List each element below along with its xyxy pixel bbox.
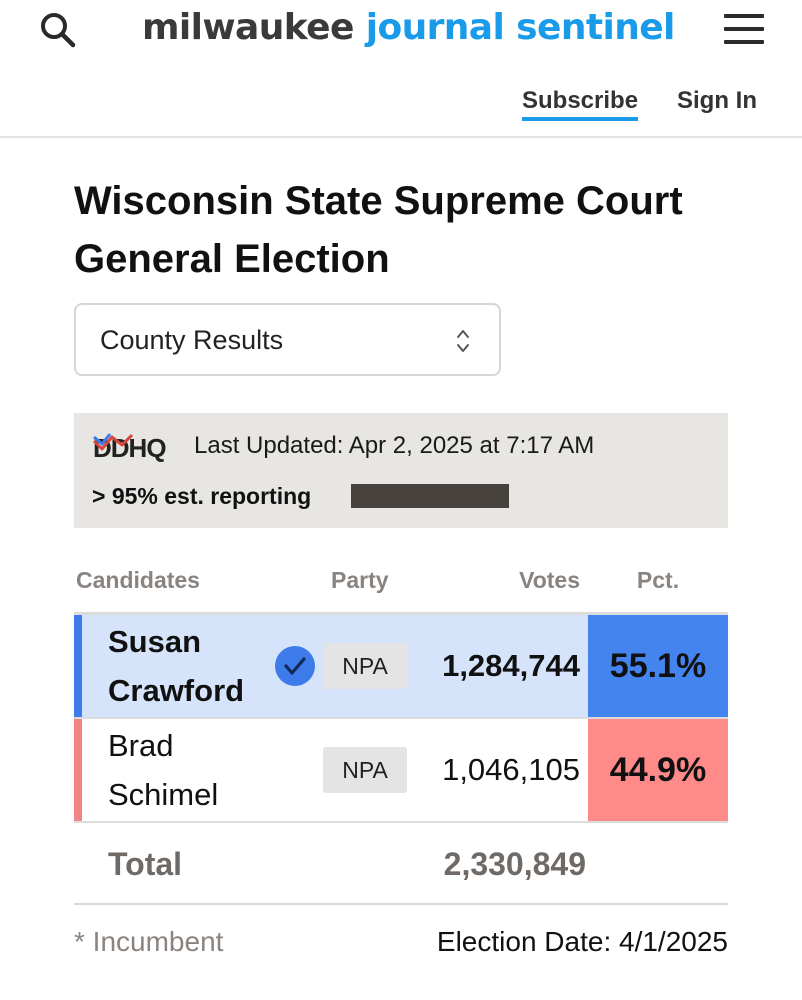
candidate-color-bar <box>74 615 82 717</box>
logo-text-secondary: journal sentinel <box>365 7 676 48</box>
candidate-pct: 44.9% <box>588 719 728 821</box>
menu-bar <box>724 27 764 31</box>
candidate-row: Brad Schimel NPA 1,046,105 44.9% <box>74 719 728 821</box>
menu-bar <box>724 14 764 18</box>
hamburger-menu-icon[interactable] <box>724 14 764 44</box>
incumbent-note: * Incumbent <box>74 926 224 957</box>
reporting-progress-fill <box>351 484 509 508</box>
site-header: milwaukee journal sentinel Subscribe Sig… <box>0 0 802 138</box>
table-divider <box>74 612 728 615</box>
subscribe-link[interactable]: Subscribe <box>522 86 638 121</box>
candidate-name: Susan Crawford <box>108 617 288 715</box>
candidate-votes: 1,284,744 <box>442 648 580 683</box>
last-updated-text: Last Updated: Apr 2, 2025 at 7:17 AM <box>194 432 595 459</box>
candidate-last-name: Crawford <box>108 673 245 708</box>
row-divider <box>74 717 728 719</box>
candidate-row: Susan Crawford NPA 1,284,744 55.1% <box>74 615 728 717</box>
column-header-pct: Pct. <box>636 567 680 593</box>
candidate-first-name: Susan <box>108 624 202 659</box>
reporting-text: > 95% est. reporting <box>92 483 312 509</box>
election-date: Election Date: 4/1/2025 <box>436 926 728 957</box>
party-badge: NPA <box>323 643 407 689</box>
party-badge: NPA <box>323 747 407 793</box>
sign-in-link[interactable]: Sign In <box>677 87 757 114</box>
search-icon[interactable] <box>38 10 78 50</box>
candidate-last-name: Schimel <box>108 777 219 812</box>
candidate-name: Brad Schimel <box>108 721 288 819</box>
candidate-color-bar <box>74 719 82 821</box>
chevron-up-down-icon <box>457 330 469 352</box>
page-title: Wisconsin State Supreme Court General El… <box>74 179 683 281</box>
column-header-candidates: Candidates <box>76 567 200 593</box>
candidate-first-name: Brad <box>108 728 174 763</box>
column-header-party: Party <box>331 567 389 593</box>
winner-check-icon <box>275 646 315 686</box>
candidate-votes: 1,046,105 <box>442 752 580 787</box>
candidate-pct: 55.1% <box>588 615 728 717</box>
total-votes: 2,330,849 <box>443 846 586 882</box>
footer-divider <box>74 903 728 905</box>
results-status-panel: DDHQ Last Updated: Apr 2, 2025 at 7:17 A… <box>74 413 728 528</box>
ddhq-logo: DDHQ <box>92 433 167 463</box>
row-divider <box>74 821 728 823</box>
results-view-select-value: County Results <box>100 325 284 355</box>
column-header-votes: Votes <box>519 567 580 593</box>
logo-text-primary: milwaukee <box>142 7 354 48</box>
results-view-select[interactable]: County Results <box>74 303 501 376</box>
reporting-progress-bar <box>351 484 517 508</box>
site-logo[interactable]: milwaukee journal sentinel <box>142 4 675 52</box>
total-label: Total <box>108 846 183 882</box>
menu-bar <box>724 40 764 44</box>
